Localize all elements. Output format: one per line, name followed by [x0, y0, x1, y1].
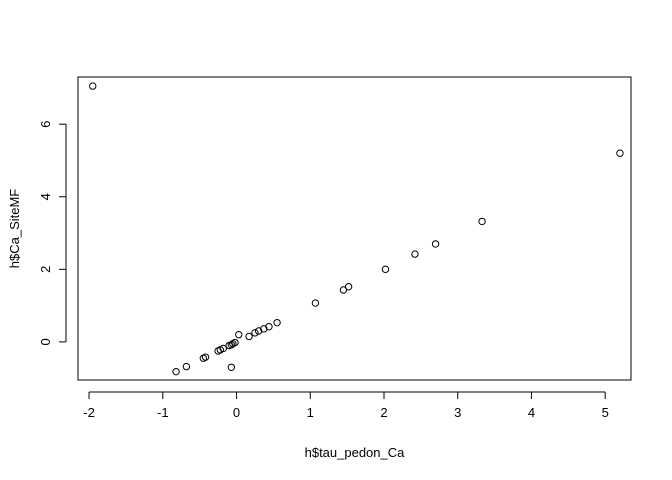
data-point — [411, 250, 419, 258]
data-point — [254, 327, 263, 335]
x-tick-label: 1 — [307, 405, 314, 420]
data-point — [172, 367, 180, 376]
data-point — [235, 330, 243, 339]
x-tick-label: 2 — [380, 405, 387, 420]
data-point — [273, 318, 281, 327]
x-axis-label: h$tau_pedon_Ca — [305, 445, 406, 460]
x-axis: -2 -1 0 1 2 3 4 5 — [83, 391, 609, 420]
y-tick-label: 4 — [38, 193, 53, 200]
x-tick-label: 5 — [602, 405, 609, 420]
x-tick-label: 4 — [528, 405, 535, 420]
x-tick-label: -1 — [157, 405, 169, 420]
data-point — [311, 299, 320, 307]
y-tick-label: 6 — [38, 121, 53, 128]
plot-box — [77, 76, 632, 381]
data-point — [478, 217, 486, 226]
y-tick-label: 2 — [38, 266, 53, 273]
data-point — [431, 240, 440, 248]
data-point — [344, 283, 353, 291]
data-point — [381, 265, 390, 274]
data-point — [616, 149, 624, 157]
data-point — [199, 354, 208, 362]
data-point — [245, 332, 253, 341]
y-tick-label: 0 — [38, 338, 53, 345]
data-point — [229, 340, 237, 348]
data-point — [339, 286, 348, 294]
y-axis: 0 2 4 6 — [38, 121, 67, 346]
x-tick-label: 0 — [233, 405, 240, 420]
data-point — [251, 329, 259, 337]
x-tick-label: 3 — [454, 405, 461, 420]
data-point — [214, 347, 222, 355]
data-point — [227, 363, 236, 371]
x-tick-label: -2 — [83, 405, 95, 420]
data-point — [182, 362, 191, 371]
data-point — [225, 341, 233, 350]
y-axis-label: h$Ca_SiteMF — [7, 189, 22, 269]
data-point — [89, 82, 97, 90]
data-points — [89, 82, 624, 376]
